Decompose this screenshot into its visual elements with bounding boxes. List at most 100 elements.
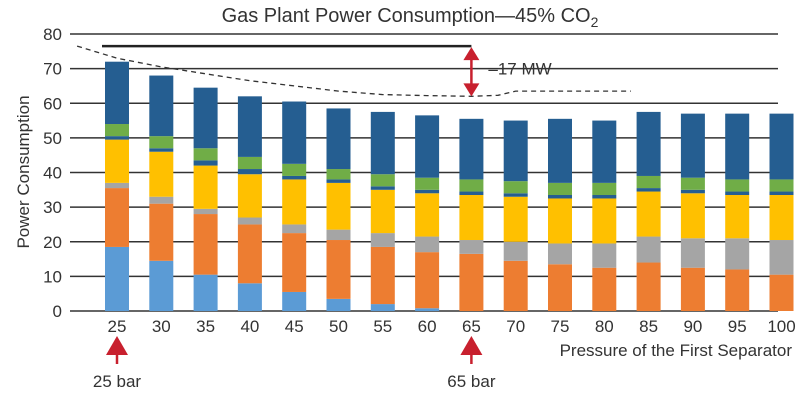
x-axis-ticks: 25 30 35 40 45 50 55 60 65 70 75 80 85 90 95 100 — [108, 317, 796, 336]
annotations: –17 MW 25 bar 65 bar — [76, 44, 631, 391]
bar-segment-segment-5 — [592, 195, 617, 199]
bar-segment-segment-6 — [282, 163, 307, 176]
bar-segment-segment-7 — [415, 115, 440, 178]
y-tick-label: 50 — [43, 129, 62, 148]
bar-segment-segment-3 — [636, 236, 661, 263]
bar-segment-segment-7 — [237, 96, 262, 157]
x-tick-label: 45 — [285, 317, 304, 336]
pressure-65-bar-label: 65 bar — [447, 372, 496, 391]
bar-stack — [193, 87, 218, 311]
bar-segment-segment-4 — [326, 182, 351, 230]
title-subscript: 2 — [591, 14, 599, 30]
bar-segment-segment-3 — [459, 240, 484, 254]
bar-segment-segment-5 — [680, 189, 705, 194]
pressure-25-bar-label: 25 bar — [93, 372, 142, 391]
bar-segment-segment-1 — [370, 304, 395, 311]
bar-segment-segment-2 — [459, 253, 484, 311]
bar-segment-segment-5 — [636, 188, 661, 192]
bars — [105, 61, 794, 311]
bar-stack — [415, 115, 440, 311]
x-axis-label: Pressure of the First Separator — [560, 341, 793, 360]
bar-segment-segment-7 — [680, 113, 705, 178]
bar-segment-segment-3 — [725, 238, 750, 270]
y-axis-label: Power Consumption — [14, 95, 33, 248]
bar-stack — [769, 113, 794, 311]
bar-segment-segment-7 — [193, 87, 218, 149]
bar-segment-segment-4 — [237, 174, 262, 218]
x-tick-label: 70 — [506, 317, 525, 336]
bar-segment-segment-6 — [592, 182, 617, 196]
bar-segment-segment-4 — [592, 198, 617, 244]
x-tick-label: 65 — [462, 317, 481, 336]
bar-stack — [370, 111, 395, 311]
bar-stack — [105, 61, 129, 311]
arrow-up-icon — [463, 47, 480, 61]
bar-segment-segment-6 — [503, 181, 528, 194]
dashed-trend-line — [76, 45, 631, 97]
bar-segment-segment-7 — [725, 113, 750, 180]
bar-stack — [592, 120, 617, 311]
delta-label: –17 MW — [488, 60, 551, 79]
bar-segment-segment-6 — [193, 148, 218, 161]
bar-segment-segment-5 — [415, 189, 440, 194]
bar-segment-segment-4 — [193, 165, 218, 209]
bar-stack — [149, 75, 174, 311]
bar-stack — [237, 96, 262, 311]
bar-segment-segment-4 — [149, 151, 174, 197]
bar-segment-segment-6 — [548, 182, 572, 196]
bar-segment-segment-6 — [237, 156, 262, 170]
bar-segment-segment-2 — [282, 233, 307, 292]
pressure-65-bar-arrow-icon — [460, 336, 483, 355]
bar-segment-segment-7 — [149, 75, 174, 137]
bar-segment-segment-1 — [326, 298, 351, 311]
bar-segment-segment-2 — [503, 260, 528, 311]
x-tick-label: 30 — [152, 317, 171, 336]
bar-segment-segment-6 — [769, 179, 794, 192]
bar-segment-segment-2 — [149, 203, 174, 261]
x-tick-label: 60 — [418, 317, 437, 336]
bar-segment-segment-3 — [503, 241, 528, 261]
bar-segment-segment-7 — [636, 111, 661, 176]
y-tick-label: 60 — [43, 94, 62, 113]
x-tick-label: 85 — [639, 317, 658, 336]
bar-segment-segment-1 — [193, 274, 218, 311]
x-tick-label: 100 — [767, 317, 795, 336]
bar-segment-segment-7 — [503, 120, 528, 182]
arrow-down-icon — [463, 83, 480, 97]
bar-segment-segment-4 — [548, 198, 572, 244]
bar-segment-segment-7 — [282, 101, 307, 164]
y-tick-label: 10 — [43, 267, 62, 286]
bar-segment-segment-5 — [548, 195, 572, 199]
bar-segment-segment-3 — [237, 217, 262, 225]
bar-segment-segment-4 — [282, 179, 307, 225]
bar-segment-segment-2 — [193, 214, 218, 275]
x-tick-label: 95 — [728, 317, 747, 336]
bar-stack — [725, 113, 750, 311]
bar-segment-segment-5 — [237, 169, 262, 175]
x-tick-label: 25 — [108, 317, 127, 336]
bar-segment-segment-2 — [326, 240, 351, 299]
bar-segment-segment-3 — [326, 229, 351, 241]
x-tick-label: 80 — [595, 317, 614, 336]
bar-segment-segment-1 — [415, 308, 440, 311]
bar-segment-segment-6 — [105, 124, 129, 137]
bar-stack — [326, 108, 351, 311]
bar-segment-segment-3 — [415, 236, 440, 253]
y-tick-label: 80 — [43, 25, 62, 44]
bar-segment-segment-6 — [149, 136, 174, 149]
bar-segment-segment-6 — [725, 179, 750, 192]
bar-segment-segment-4 — [503, 196, 528, 242]
bar-segment-segment-4 — [105, 139, 129, 183]
bar-segment-segment-5 — [282, 175, 307, 180]
y-tick-label: 30 — [43, 198, 62, 217]
x-tick-label: 55 — [373, 317, 392, 336]
chart-title: Gas Plant Power Consumption—45% CO2 — [222, 5, 599, 30]
bar-segment-segment-7 — [769, 113, 794, 180]
y-tick-label: 40 — [43, 164, 62, 183]
bar-segment-segment-5 — [769, 191, 794, 196]
bar-segment-segment-5 — [503, 193, 528, 197]
bar-segment-segment-6 — [680, 177, 705, 190]
bar-segment-segment-3 — [370, 233, 395, 247]
bar-segment-segment-5 — [105, 136, 129, 140]
x-tick-label: 40 — [240, 317, 259, 336]
